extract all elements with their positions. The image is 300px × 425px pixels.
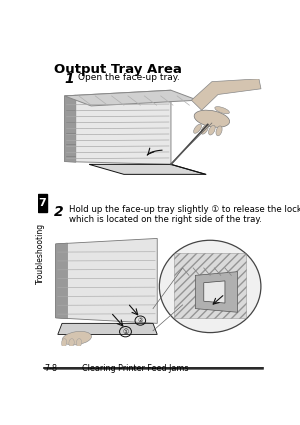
- Text: ①: ①: [122, 329, 129, 334]
- Ellipse shape: [216, 126, 222, 136]
- Polygon shape: [64, 90, 171, 164]
- FancyBboxPatch shape: [38, 194, 47, 212]
- Polygon shape: [56, 243, 67, 319]
- Polygon shape: [56, 238, 157, 323]
- Polygon shape: [64, 90, 198, 106]
- Ellipse shape: [201, 125, 208, 134]
- Text: Open the face-up tray.: Open the face-up tray.: [78, 73, 180, 82]
- Ellipse shape: [194, 110, 230, 128]
- Text: Troubleshooting: Troubleshooting: [36, 223, 45, 284]
- Text: Clearing Printer Feed Jams: Clearing Printer Feed Jams: [82, 364, 188, 373]
- Polygon shape: [58, 323, 157, 334]
- Text: ②: ②: [137, 318, 143, 323]
- Ellipse shape: [208, 125, 215, 135]
- Text: 2: 2: [54, 205, 63, 219]
- Ellipse shape: [215, 107, 230, 114]
- Polygon shape: [204, 281, 225, 303]
- Ellipse shape: [194, 124, 202, 133]
- Text: 7: 7: [38, 198, 46, 208]
- Ellipse shape: [159, 240, 261, 333]
- Polygon shape: [89, 164, 206, 174]
- Ellipse shape: [61, 339, 67, 347]
- Text: Hold up the face-up tray slightly ① to release the lock pin ② ③: Hold up the face-up tray slightly ① to r…: [69, 205, 300, 215]
- Polygon shape: [195, 272, 238, 312]
- Text: Output Tray Area: Output Tray Area: [54, 63, 182, 76]
- Polygon shape: [64, 95, 76, 162]
- Ellipse shape: [76, 339, 82, 347]
- Polygon shape: [191, 79, 261, 110]
- Ellipse shape: [69, 339, 74, 347]
- Text: 1: 1: [64, 72, 74, 86]
- Polygon shape: [174, 253, 246, 318]
- Text: which is located on the right side of the tray.: which is located on the right side of th…: [69, 215, 262, 224]
- Text: 7-8: 7-8: [44, 364, 58, 373]
- Ellipse shape: [62, 332, 92, 345]
